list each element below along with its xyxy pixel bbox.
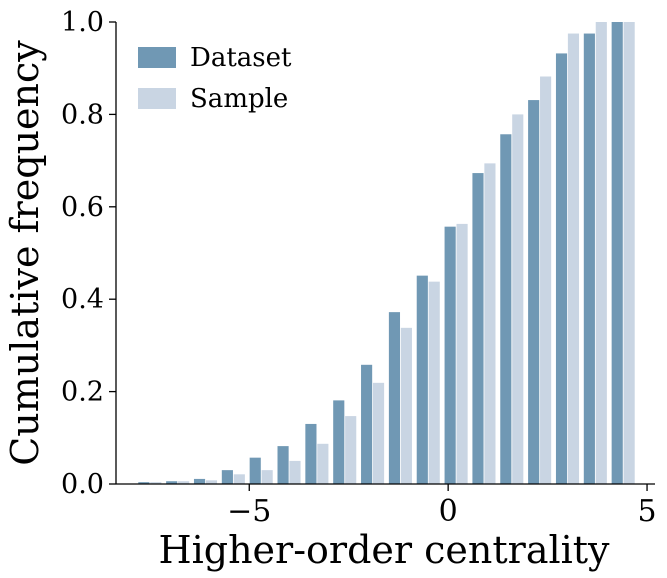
- bar-sample-0: [150, 482, 162, 484]
- bar-sample-16: [595, 22, 607, 484]
- bar-sample-15: [567, 33, 580, 485]
- y-tick-label: 0.4: [61, 284, 104, 315]
- legend-label-dataset: Dataset: [190, 43, 292, 73]
- bar-dataset-2: [193, 478, 206, 484]
- bar-dataset-1: [166, 481, 178, 484]
- bar-dataset-16: [583, 33, 595, 485]
- y-tick-label: 0.2: [61, 377, 104, 408]
- bar-dataset-5: [277, 446, 289, 484]
- y-tick-label: 0.8: [61, 99, 104, 130]
- bar-sample-5: [289, 460, 301, 484]
- bar-dataset-7: [333, 400, 345, 484]
- x-tick-label: 5: [637, 494, 656, 529]
- bar-sample-9: [400, 327, 412, 484]
- bar-sample-8: [372, 382, 385, 484]
- x-tick-label: 0: [439, 494, 458, 529]
- bars-group: [138, 22, 635, 485]
- bar-sample-6: [317, 443, 329, 484]
- bar-dataset-17: [611, 22, 623, 484]
- bar-dataset-3: [221, 470, 233, 484]
- bar-dataset-12: [472, 173, 484, 484]
- bar-dataset-9: [388, 312, 401, 484]
- bar-sample-7: [345, 416, 357, 484]
- bar-dataset-4: [249, 457, 261, 484]
- x-ticks: −5 0 5: [227, 484, 657, 529]
- y-tick-label: 0.6: [61, 192, 104, 223]
- x-tick-label: −5: [227, 494, 271, 529]
- bar-sample-2: [205, 480, 218, 484]
- bar-sample-3: [233, 474, 245, 484]
- y-axis-label: Cumulative frequency: [3, 40, 47, 466]
- legend: Dataset Sample: [138, 43, 292, 114]
- bar-dataset-15: [555, 53, 568, 484]
- y-tick-label: 1.0: [61, 7, 104, 38]
- y-ticks: 0.0 0.2 0.4 0.6 0.8 1.0: [61, 7, 116, 500]
- bar-sample-11: [456, 223, 468, 485]
- bar-sample-17: [623, 22, 635, 484]
- bar-sample-10: [428, 281, 440, 484]
- bar-sample-12: [484, 163, 496, 484]
- bar-dataset-8: [361, 364, 373, 484]
- legend-label-sample: Sample: [190, 84, 288, 114]
- bar-dataset-11: [444, 226, 456, 484]
- legend-swatch-sample: [138, 88, 176, 109]
- x-axis-label: Higher-order centrality: [158, 528, 610, 572]
- bar-dataset-14: [528, 100, 540, 484]
- bar-dataset-10: [416, 275, 428, 484]
- bar-dataset-0: [138, 482, 150, 484]
- bar-sample-4: [261, 470, 273, 484]
- bar-dataset-6: [305, 423, 317, 484]
- bar-dataset-13: [500, 134, 512, 485]
- bar-sample-13: [512, 114, 524, 485]
- bar-sample-1: [178, 481, 190, 484]
- y-tick-label: 0.0: [61, 469, 104, 500]
- legend-swatch-dataset: [138, 47, 176, 68]
- bar-sample-14: [540, 76, 552, 485]
